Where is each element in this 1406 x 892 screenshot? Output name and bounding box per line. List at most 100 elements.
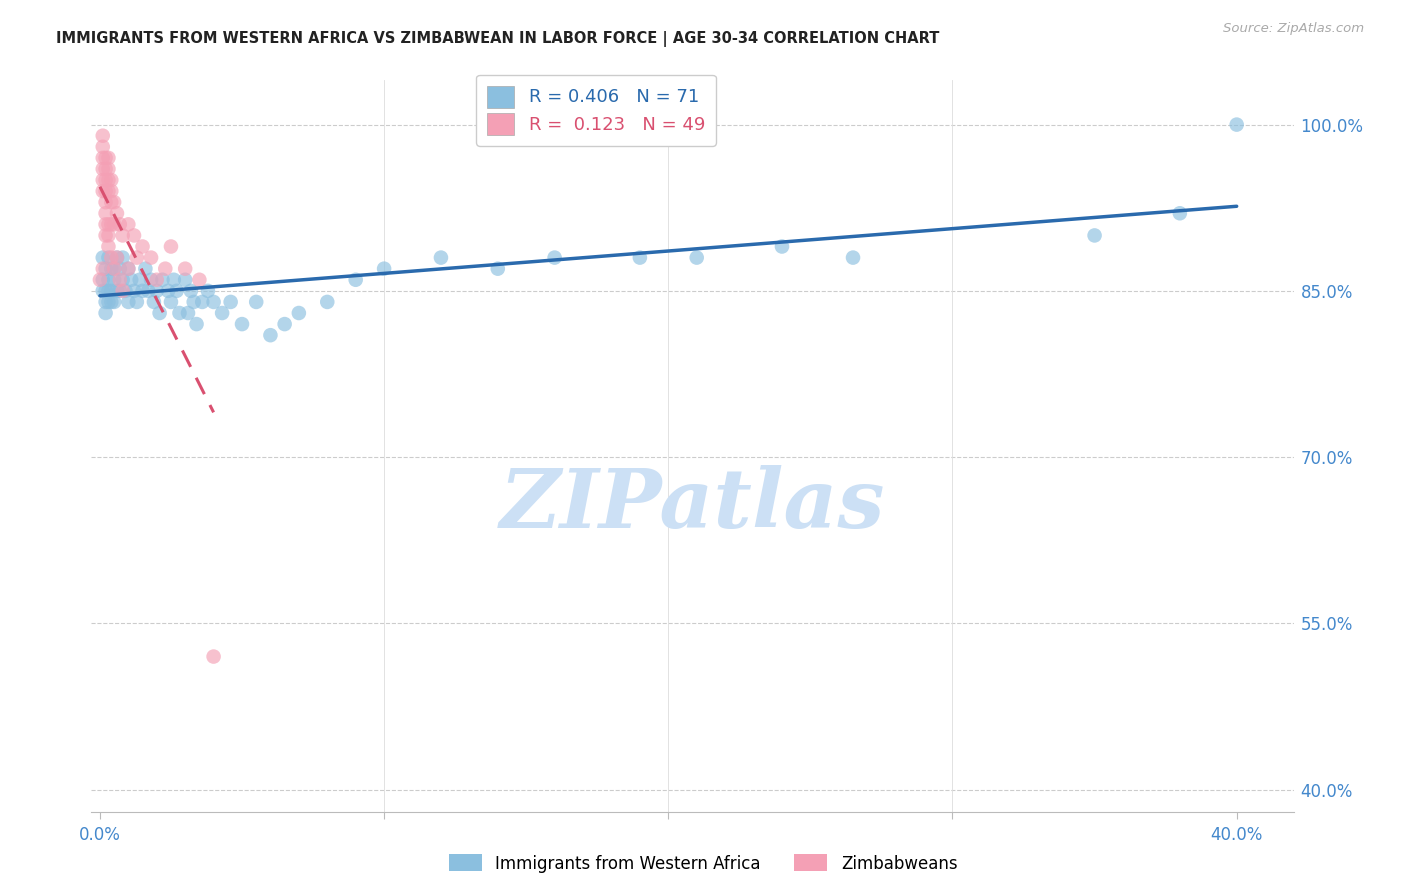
- Point: [117, 261, 139, 276]
- Point: [842, 251, 865, 265]
- Point: [100, 173, 122, 187]
- Point: [91, 273, 114, 287]
- Legend: Immigrants from Western Africa, Zimbabweans: Immigrants from Western Africa, Zimbabwe…: [441, 847, 965, 880]
- Point: [108, 284, 131, 298]
- Point: [114, 284, 136, 298]
- Point: [97, 294, 120, 309]
- Point: [180, 284, 202, 298]
- Point: [91, 151, 114, 165]
- Point: [100, 261, 122, 276]
- Point: [486, 261, 509, 276]
- Point: [97, 218, 120, 232]
- Point: [105, 284, 128, 298]
- Point: [94, 195, 117, 210]
- Point: [111, 284, 134, 298]
- Point: [174, 261, 197, 276]
- Point: [103, 261, 125, 276]
- Point: [94, 294, 117, 309]
- Point: [142, 294, 165, 309]
- Point: [103, 195, 125, 210]
- Point: [186, 317, 208, 331]
- Point: [211, 306, 233, 320]
- Point: [139, 273, 162, 287]
- Point: [1168, 206, 1191, 220]
- Point: [97, 273, 120, 287]
- Point: [155, 261, 177, 276]
- Point: [628, 251, 651, 265]
- Point: [100, 294, 122, 309]
- Point: [91, 184, 114, 198]
- Point: [91, 251, 114, 265]
- Point: [316, 294, 339, 309]
- Point: [103, 218, 125, 232]
- Point: [145, 284, 167, 298]
- Point: [105, 251, 128, 265]
- Point: [188, 273, 211, 287]
- Point: [160, 294, 183, 309]
- Point: [117, 218, 139, 232]
- Point: [103, 273, 125, 287]
- Point: [94, 261, 117, 276]
- Point: [100, 218, 122, 232]
- Point: [97, 173, 120, 187]
- Point: [543, 251, 565, 265]
- Point: [94, 284, 117, 298]
- Text: Source: ZipAtlas.com: Source: ZipAtlas.com: [1223, 22, 1364, 36]
- Point: [163, 273, 186, 287]
- Point: [344, 273, 367, 287]
- Point: [100, 184, 122, 198]
- Point: [97, 151, 120, 165]
- Point: [131, 284, 153, 298]
- Point: [111, 251, 134, 265]
- Point: [1084, 228, 1107, 243]
- Point: [94, 184, 117, 198]
- Point: [288, 306, 311, 320]
- Point: [117, 294, 139, 309]
- Point: [100, 251, 122, 265]
- Point: [97, 161, 120, 176]
- Point: [91, 140, 114, 154]
- Point: [160, 239, 183, 253]
- Point: [177, 306, 200, 320]
- Point: [91, 161, 114, 176]
- Point: [169, 306, 191, 320]
- Point: [152, 273, 174, 287]
- Point: [1226, 118, 1249, 132]
- Point: [91, 128, 114, 143]
- Text: ZIPatlas: ZIPatlas: [499, 465, 886, 544]
- Point: [94, 173, 117, 187]
- Point: [100, 284, 122, 298]
- Point: [97, 228, 120, 243]
- Point: [139, 251, 162, 265]
- Point: [97, 284, 120, 298]
- Point: [97, 184, 120, 198]
- Point: [94, 206, 117, 220]
- Point: [94, 306, 117, 320]
- Point: [100, 195, 122, 210]
- Point: [686, 251, 709, 265]
- Point: [166, 284, 188, 298]
- Point: [97, 251, 120, 265]
- Point: [191, 294, 214, 309]
- Point: [174, 273, 197, 287]
- Point: [373, 261, 395, 276]
- Point: [128, 273, 150, 287]
- Point: [273, 317, 295, 331]
- Point: [202, 294, 225, 309]
- Point: [94, 151, 117, 165]
- Point: [97, 239, 120, 253]
- Point: [145, 273, 167, 287]
- Point: [91, 261, 114, 276]
- Point: [91, 284, 114, 298]
- Point: [94, 218, 117, 232]
- Point: [125, 251, 148, 265]
- Point: [430, 251, 453, 265]
- Point: [94, 228, 117, 243]
- Legend: R = 0.406   N = 71, R =  0.123   N = 49: R = 0.406 N = 71, R = 0.123 N = 49: [477, 75, 716, 145]
- Point: [108, 218, 131, 232]
- Point: [103, 294, 125, 309]
- Point: [219, 294, 242, 309]
- Point: [105, 251, 128, 265]
- Point: [157, 284, 180, 298]
- Point: [89, 273, 111, 287]
